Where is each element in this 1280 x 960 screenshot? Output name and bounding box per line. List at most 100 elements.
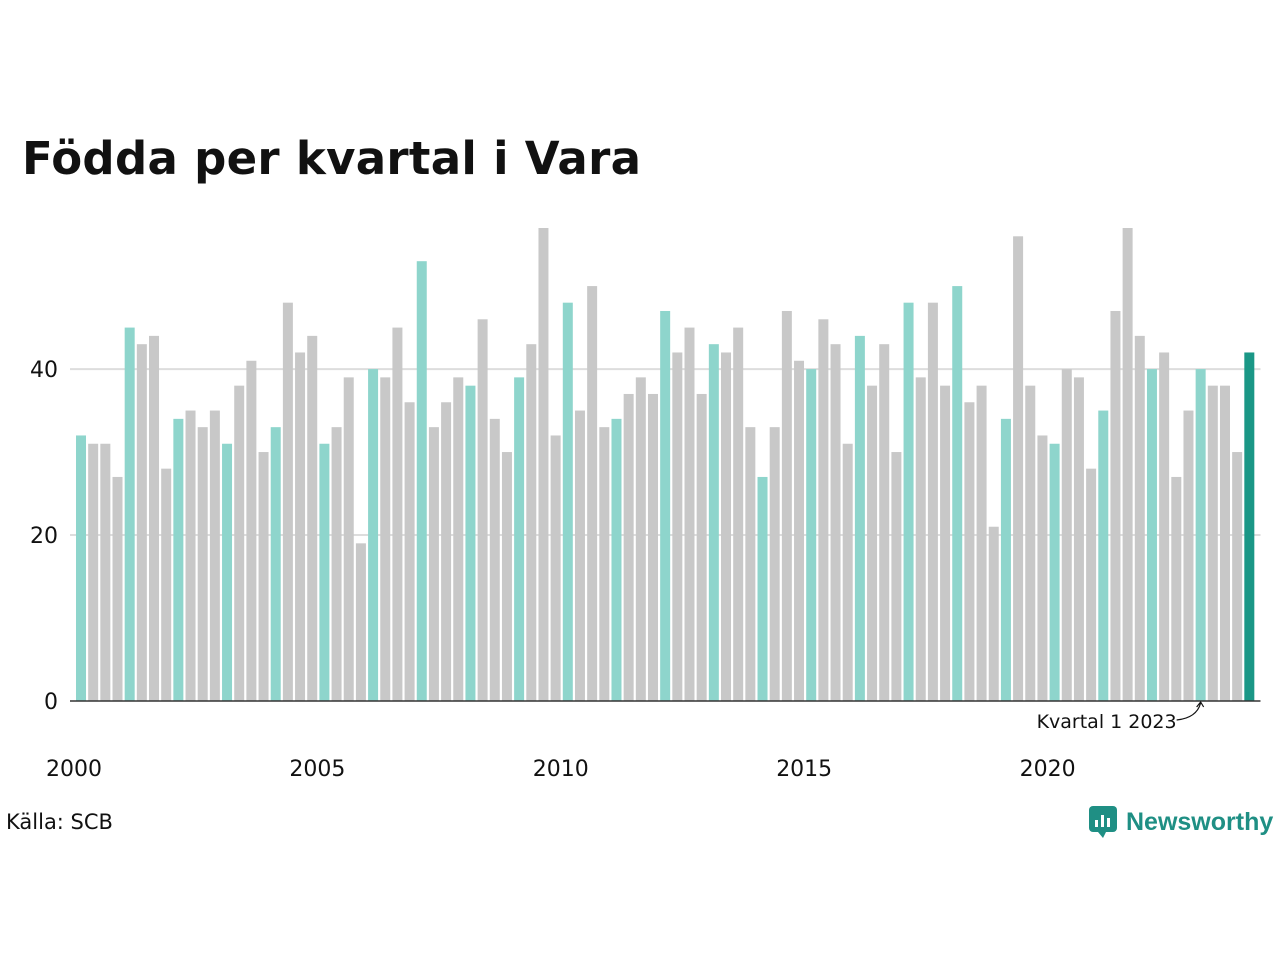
bar-2002-q1 bbox=[173, 418, 184, 701]
y-tick-label: 0 bbox=[44, 690, 58, 715]
bar-2004-q2 bbox=[282, 302, 293, 701]
bar-2017-q3 bbox=[927, 302, 938, 701]
bar-2005-q2 bbox=[331, 427, 342, 701]
bar-2015-q2 bbox=[818, 319, 829, 701]
bar-2004-q3 bbox=[295, 352, 306, 701]
bar-2008-q3 bbox=[489, 418, 500, 701]
bar-2007-q3 bbox=[441, 402, 452, 701]
bar-2018-q2 bbox=[964, 402, 975, 701]
bar-2013-q3 bbox=[733, 327, 744, 701]
bar-2006-q4 bbox=[404, 402, 415, 701]
bar-2008-q2 bbox=[477, 319, 488, 701]
bar-2006-q3 bbox=[392, 327, 403, 701]
bar-2010-q4 bbox=[599, 427, 610, 701]
bar-2000-q2 bbox=[88, 443, 99, 701]
bar-2023-q2 bbox=[1207, 385, 1218, 701]
bar-2012-q4 bbox=[696, 393, 707, 701]
bar-2022-q1 bbox=[1146, 369, 1157, 701]
logo-text: Newsworthy bbox=[1126, 807, 1274, 836]
y-tick-label: 20 bbox=[30, 524, 58, 549]
bar-2010-q1 bbox=[562, 302, 573, 701]
bar-2016-q4 bbox=[891, 452, 902, 701]
bar-2013-q4 bbox=[745, 427, 756, 701]
bar-2013-q1 bbox=[708, 344, 719, 701]
bar-2010-q3 bbox=[587, 286, 598, 701]
bar-2000-q3 bbox=[100, 443, 111, 701]
bar-2014-q4 bbox=[794, 360, 805, 701]
bar-2019-q1 bbox=[1000, 418, 1011, 701]
source-label: Källa: SCB bbox=[6, 810, 113, 834]
bar-2012-q1 bbox=[660, 310, 671, 701]
annotation-arrow bbox=[1176, 700, 1205, 721]
bar-2020-q4 bbox=[1086, 468, 1097, 701]
bar-2014-q3 bbox=[781, 310, 792, 701]
bar-2005-q3 bbox=[343, 377, 354, 701]
bar-2009-q2 bbox=[526, 344, 537, 701]
annotation: Kvartal 1 2023 bbox=[1037, 700, 1205, 733]
bar-2020-q1 bbox=[1049, 443, 1060, 701]
bar-2010-q2 bbox=[574, 410, 585, 701]
bar-2008-q4 bbox=[501, 452, 512, 701]
bar-2011-q3 bbox=[635, 377, 646, 701]
x-axis-ticks: 2000 2005 2010 2015 2020 bbox=[46, 757, 1076, 782]
bar-2018-q1 bbox=[952, 286, 963, 701]
bar-2019-q2 bbox=[1013, 236, 1024, 702]
bar-2021-q2 bbox=[1110, 310, 1121, 701]
bar-2000-q1 bbox=[76, 435, 86, 701]
bar-2016-q1 bbox=[854, 335, 865, 701]
bar-2006-q2 bbox=[380, 377, 391, 701]
newsworthy-logo: Newsworthy bbox=[1088, 805, 1273, 839]
bar-2015-q1 bbox=[806, 369, 817, 701]
bar-2016-q3 bbox=[879, 344, 890, 701]
bar-2008-q1 bbox=[465, 385, 476, 701]
bar-2017-q4 bbox=[940, 385, 951, 701]
bar-2014-q1 bbox=[757, 476, 768, 701]
bar-2022-q3 bbox=[1171, 476, 1182, 701]
bar-2020-q2 bbox=[1061, 369, 1072, 701]
bar-2021-q4 bbox=[1134, 335, 1145, 701]
bar-2002-q2 bbox=[185, 410, 196, 701]
bar-2015-q3 bbox=[830, 344, 841, 701]
bar-2019-q4 bbox=[1037, 435, 1048, 701]
bar-2013-q2 bbox=[721, 352, 732, 701]
bar-2005-q4 bbox=[355, 543, 366, 701]
bar-2021-q1 bbox=[1098, 410, 1109, 701]
bar-2000-q4 bbox=[112, 476, 123, 701]
bar-2003-q1 bbox=[222, 443, 233, 701]
x-tick-label: 2000 bbox=[46, 757, 102, 782]
bar-2011-q1 bbox=[611, 418, 622, 701]
bar-2004-q1 bbox=[270, 427, 281, 701]
bar-2007-q4 bbox=[453, 377, 464, 701]
bar-2009-q3 bbox=[538, 228, 549, 701]
y-axis-ticks: 0 20 40 bbox=[30, 358, 58, 715]
bars bbox=[76, 228, 1255, 702]
bar-2012-q3 bbox=[684, 327, 695, 701]
bar-2012-q2 bbox=[672, 352, 683, 701]
bar-2017-q2 bbox=[915, 377, 926, 701]
bar-2024-q1 bbox=[1244, 352, 1255, 701]
bar-2009-q1 bbox=[514, 377, 525, 701]
bar-2003-q4 bbox=[258, 452, 269, 701]
bar-2023-q4 bbox=[1232, 452, 1243, 701]
bar-chart-bubble-icon bbox=[1089, 806, 1117, 838]
bar-chart: 0 20 40 2000 2005 2010 2015 2020 Kvartal 1 202… bbox=[30, 228, 1261, 782]
bar-2007-q1 bbox=[416, 261, 427, 701]
bar-2022-q4 bbox=[1183, 410, 1194, 701]
bar-2001-q3 bbox=[149, 335, 160, 701]
bar-2004-q4 bbox=[307, 335, 318, 701]
bar-2002-q3 bbox=[197, 427, 208, 701]
bar-2006-q1 bbox=[368, 369, 379, 701]
bar-2023-q1 bbox=[1195, 369, 1206, 701]
x-tick-label: 2015 bbox=[776, 757, 832, 782]
bar-2016-q2 bbox=[867, 385, 878, 701]
bar-2018-q3 bbox=[976, 385, 987, 701]
bar-2020-q3 bbox=[1073, 377, 1084, 701]
bar-2001-q2 bbox=[136, 344, 147, 701]
bar-2019-q3 bbox=[1025, 385, 1036, 701]
bar-2003-q2 bbox=[234, 385, 245, 701]
bar-2023-q3 bbox=[1219, 385, 1230, 701]
bar-2001-q1 bbox=[124, 327, 135, 701]
annotation-label: Kvartal 1 2023 bbox=[1037, 711, 1177, 733]
x-tick-label: 2005 bbox=[289, 757, 345, 782]
bar-2002-q4 bbox=[209, 410, 220, 701]
